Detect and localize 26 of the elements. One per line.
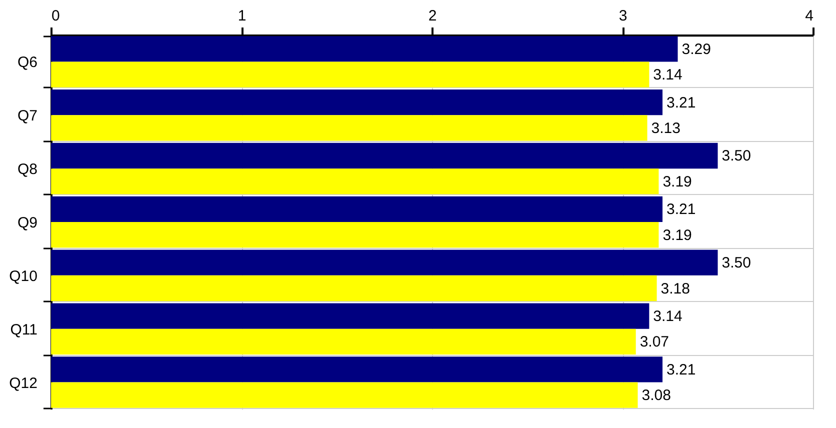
data-label: 3.21 <box>666 361 696 378</box>
x-tick-label: 4 <box>805 8 814 24</box>
data-label: 3.21 <box>666 94 696 112</box>
y-tick-label: Q12 <box>9 374 38 392</box>
data-label: 3.13 <box>651 120 680 137</box>
x-tick-label: 3 <box>618 8 628 24</box>
data-label: 3.19 <box>662 173 692 190</box>
data-label: 3.18 <box>660 280 690 298</box>
data-label: 3.14 <box>653 66 682 84</box>
data-label: 3.21 <box>666 201 696 218</box>
y-tick-label: Q8 <box>17 161 38 178</box>
data-label: 3.29 <box>682 40 711 58</box>
data-label: 3.50 <box>722 148 751 165</box>
x-tick-label: 1 <box>238 8 246 24</box>
x-tick-label: 0 <box>52 8 60 24</box>
data-label: 3.08 <box>642 387 671 404</box>
data-label: 3.14 <box>653 308 682 326</box>
x-tick-label: 2 <box>428 8 437 24</box>
y-tick-label: Q10 <box>9 268 38 285</box>
y-tick-label: Q6 <box>17 54 38 72</box>
data-label: 3.19 <box>662 226 692 244</box>
y-tick-label: Q7 <box>17 108 38 125</box>
data-label: 3.07 <box>640 334 670 351</box>
y-tick-label: Q9 <box>17 214 38 232</box>
data-label: 3.50 <box>722 254 751 272</box>
y-tick-label: Q11 <box>10 321 38 338</box>
